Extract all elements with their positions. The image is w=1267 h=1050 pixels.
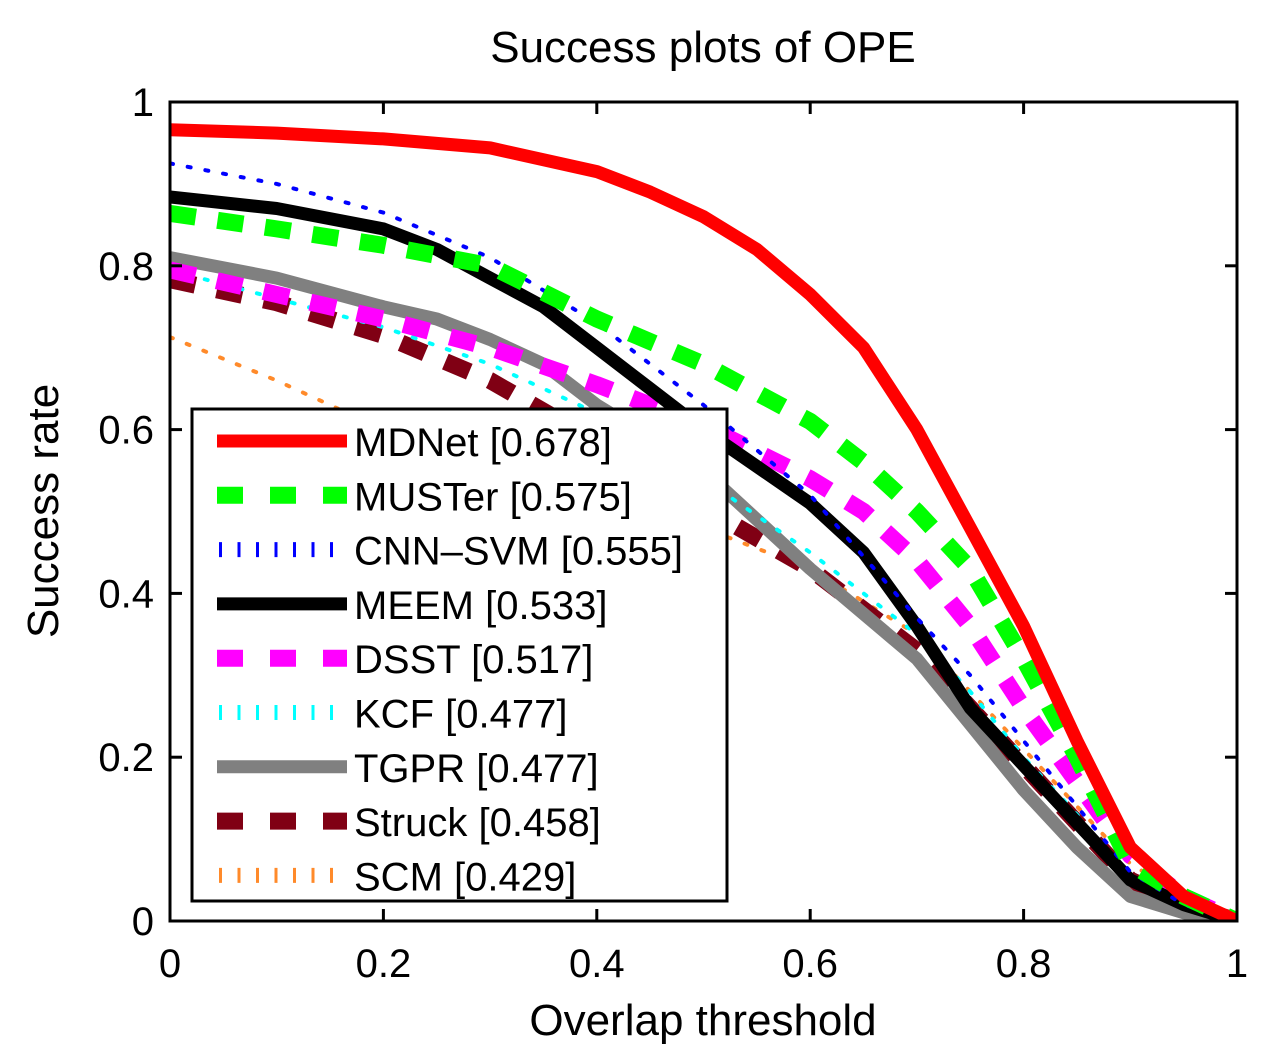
y-axis-label: Success rate xyxy=(19,384,68,638)
x-tick-label: 0.4 xyxy=(569,942,625,986)
legend-label: CNN–SVM [0.555] xyxy=(354,530,683,574)
x-tick-label: 0 xyxy=(159,942,181,986)
legend-label: MUSTer [0.575] xyxy=(354,475,632,519)
y-tick-label: 0.6 xyxy=(98,409,154,453)
y-tick-label: 0.2 xyxy=(98,736,154,780)
legend-label: MDNet [0.678] xyxy=(354,421,612,465)
legend-item: KCF [0.477] xyxy=(219,693,567,737)
legend-label: SCM [0.429] xyxy=(354,855,576,899)
y-tick-label: 1 xyxy=(132,81,154,125)
legend-label: MEEM [0.533] xyxy=(354,584,607,628)
legend-item: CNN–SVM [0.555] xyxy=(219,530,683,574)
y-tick-label: 0.8 xyxy=(98,245,154,289)
axes-frame xyxy=(168,100,1239,923)
legend-label: TGPR [0.477] xyxy=(354,747,599,791)
series-line-tgpr xyxy=(170,251,1238,922)
legend-item: TGPR [0.477] xyxy=(217,747,599,791)
x-tick-label: 0.6 xyxy=(782,942,838,986)
legend-item: MUSTer [0.575] xyxy=(217,475,632,519)
legend-label: Struck [0.458] xyxy=(354,801,601,845)
legend-item: MEEM [0.533] xyxy=(217,584,607,628)
x-tick-label: 0.8 xyxy=(996,942,1052,986)
x-axis-label: Overlap threshold xyxy=(529,996,876,1045)
series-line-muster xyxy=(170,204,1238,922)
series-line-mdnet xyxy=(170,123,1238,922)
legend-item: Struck [0.458] xyxy=(217,801,601,845)
legend: MDNet [0.678] MUSTer [0.575] CNN–SVM [0.55… xyxy=(190,407,729,903)
x-tick-label: 1 xyxy=(1226,942,1248,986)
series-line-dsst xyxy=(170,261,1238,922)
legend-label: KCF [0.477] xyxy=(354,693,567,737)
y-tick-label: 0.4 xyxy=(98,572,154,616)
series-line-cnn-svm xyxy=(170,161,1238,922)
series-line-meem xyxy=(170,190,1238,922)
legend-label: DSST [0.517] xyxy=(354,638,593,682)
legend-item: MDNet [0.678] xyxy=(217,421,612,465)
tick-layer: 0 0.2 0.4 0.6 0.8 1 0 0.2 0.4 0.6 0.8 1 xyxy=(98,81,1248,986)
x-tick-label: 0.2 xyxy=(356,942,412,986)
chart-title: Success plots of OPE xyxy=(490,23,916,72)
y-tick-label: 0 xyxy=(132,900,154,944)
legend-item: SCM [0.429] xyxy=(219,855,576,899)
legend-item: DSST [0.517] xyxy=(217,638,593,682)
